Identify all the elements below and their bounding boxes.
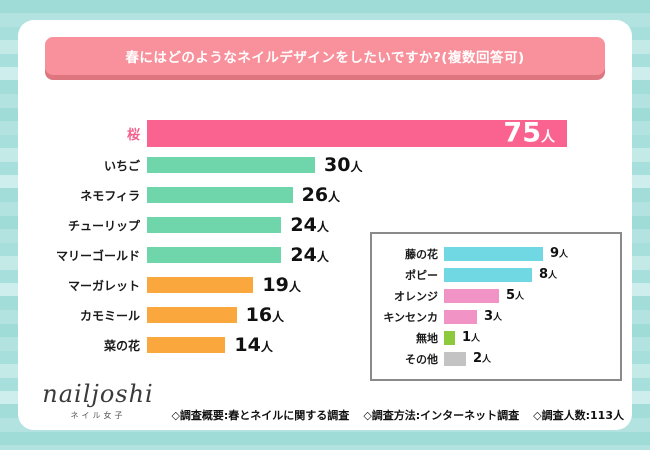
value-label: 75人 bbox=[503, 117, 555, 149]
value-label: 9人 bbox=[550, 246, 569, 261]
survey-note-overview: ◇調査概要:春とネイルに関する調査 bbox=[171, 409, 350, 422]
chart-row: オレンジ 5人 bbox=[372, 285, 620, 306]
value-label: 14人 bbox=[234, 334, 273, 356]
category-label: チューリップ bbox=[67, 218, 140, 233]
chart-row: マリーゴールド 24人 bbox=[18, 240, 632, 270]
chart-row: 藤の花 9人 bbox=[372, 243, 620, 264]
main-bar-chart: 桜 75人 いちご 30人 ネモフィラ 26人 チューリップ 24人 マリーゴールド 24人 マーガ… bbox=[18, 116, 632, 360]
unit-label: 人 bbox=[548, 271, 558, 281]
content-card: 春にはどのようなネイルデザインをしたいですか?(複数回答可) 桜 75人いちご 30… bbox=[18, 20, 632, 430]
category-label: 藤の花 bbox=[405, 247, 438, 261]
category-label: マリーゴールド bbox=[55, 248, 140, 263]
category-label: ポピー bbox=[405, 268, 438, 282]
value-label: 3人 bbox=[484, 309, 503, 324]
chart-row: マーガレット 19人 bbox=[18, 270, 632, 300]
chart-row: 無地 1人 bbox=[372, 327, 620, 348]
value-label: 16人 bbox=[245, 304, 285, 326]
category-label: キンセンカ bbox=[383, 310, 438, 324]
survey-notes: ◇調査概要:春とネイルに関する調査 ◇調査方法:インターネット調査 ◇調査人数:… bbox=[171, 407, 624, 423]
unit-label: 人 bbox=[272, 310, 285, 324]
category-label: 無地 bbox=[416, 331, 438, 345]
chart-row: 桜 75人 bbox=[18, 116, 632, 150]
unit-label: 人 bbox=[288, 280, 301, 294]
bar bbox=[147, 307, 237, 323]
unit-label: 人 bbox=[316, 220, 329, 234]
value-label: 19人 bbox=[262, 274, 301, 296]
bar bbox=[147, 217, 282, 233]
chart-row: いちご 30人 bbox=[18, 150, 632, 180]
unit-label: 人 bbox=[541, 129, 555, 146]
category-label: オレンジ bbox=[394, 289, 438, 303]
logo-subtext: ネイル女子 bbox=[70, 411, 126, 420]
category-label: 桜 bbox=[126, 127, 140, 143]
chart-row: その他 2人 bbox=[372, 348, 620, 369]
chart-row: ネモフィラ 26人 bbox=[18, 180, 632, 210]
bar bbox=[444, 309, 477, 324]
unit-label: 人 bbox=[515, 292, 525, 302]
bar bbox=[147, 247, 282, 263]
unit-label: 人 bbox=[471, 334, 481, 344]
unit-label: 人 bbox=[493, 313, 503, 323]
unit-label: 人 bbox=[482, 355, 492, 365]
chart-row: チューリップ 24人 bbox=[18, 210, 632, 240]
survey-note-count: ◇調査人数:113人 bbox=[533, 409, 624, 422]
question-banner: 春にはどのようなネイルデザインをしたいですか?(複数回答可) bbox=[45, 37, 605, 75]
logo-text: nailjoshi bbox=[42, 380, 154, 408]
unit-label: 人 bbox=[350, 160, 363, 174]
category-label: いちご bbox=[103, 158, 140, 173]
bar bbox=[444, 330, 455, 345]
value-label: 8人 bbox=[539, 267, 558, 282]
value-label: 1人 bbox=[462, 330, 481, 345]
bar bbox=[147, 187, 293, 203]
bar: 75人 bbox=[147, 117, 567, 149]
unit-label: 人 bbox=[316, 250, 329, 264]
bar bbox=[147, 277, 254, 293]
unit-label: 人 bbox=[260, 340, 273, 354]
category-label: その他 bbox=[405, 352, 438, 366]
bar bbox=[444, 246, 543, 261]
value-label: 26人 bbox=[301, 184, 341, 206]
inset-bar-chart: 藤の花 9人ポピー 8人オレンジ 5人キンセンカ 3人無地 1人その他 2人 bbox=[370, 232, 622, 381]
question-title: 春にはどのようなネイルデザインをしたいですか?(複数回答可) bbox=[125, 50, 525, 66]
unit-label: 人 bbox=[328, 190, 341, 204]
category-label: マーガレット bbox=[67, 278, 140, 293]
chart-row: カモミール 16人 bbox=[18, 300, 632, 330]
chart-row: 菜の花 14人 bbox=[18, 330, 632, 360]
category-label: ネモフィラ bbox=[80, 188, 140, 203]
value-label: 24人 bbox=[290, 244, 329, 266]
bar bbox=[444, 288, 499, 303]
bar bbox=[147, 337, 226, 353]
unit-label: 人 bbox=[559, 250, 569, 260]
category-label: カモミール bbox=[79, 308, 140, 323]
chart-row: ポピー 8人 bbox=[372, 264, 620, 285]
category-label: 菜の花 bbox=[103, 338, 140, 353]
bar bbox=[147, 157, 315, 173]
bar bbox=[444, 351, 466, 366]
chart-row: キンセンカ 3人 bbox=[372, 306, 620, 327]
value-label: 2人 bbox=[473, 351, 492, 366]
nailjoshi-logo: nailjoshi ネイル女子 bbox=[32, 380, 164, 421]
value-label: 5人 bbox=[506, 288, 525, 303]
value-label: 30人 bbox=[324, 154, 363, 176]
survey-note-method: ◇調査方法:インターネット調査 bbox=[363, 409, 520, 422]
bar bbox=[444, 267, 532, 282]
value-label: 24人 bbox=[290, 214, 329, 236]
